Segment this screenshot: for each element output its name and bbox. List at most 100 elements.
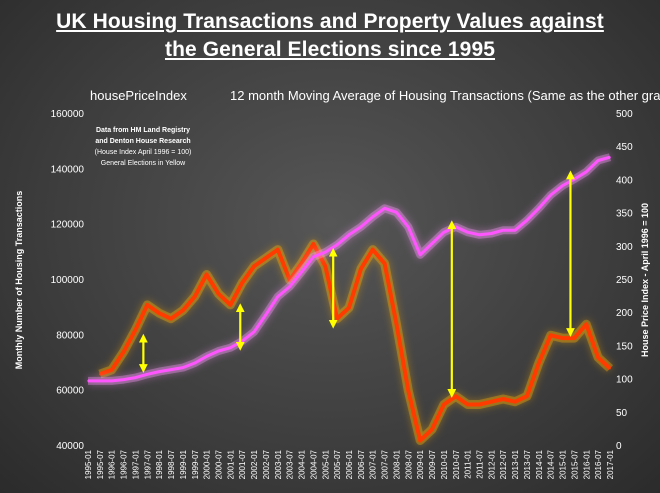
transactions-point — [348, 306, 350, 309]
y-right-tick-label: 400 — [616, 175, 633, 186]
transactions-point — [407, 389, 410, 392]
plot-area: Data from HM Land Registry and Denton Hou… — [87, 127, 614, 445]
price-index-point — [158, 370, 160, 373]
transactions-point — [265, 257, 267, 259]
transactions-point — [193, 295, 196, 298]
price-index-point — [490, 232, 493, 235]
price-index-point — [443, 231, 445, 233]
transactions-point — [597, 356, 599, 359]
y-right-tick-label: 200 — [616, 308, 633, 319]
source-note-line-1: Data from HM Land Registry — [96, 127, 190, 134]
transactions-point — [99, 373, 101, 375]
x-tick-label: 1996-07 — [120, 449, 129, 479]
price-index-point — [360, 226, 362, 228]
chart-title-line-2: the General Elections since 1995 — [164, 38, 496, 61]
x-tick-label: 2015-07 — [570, 449, 579, 479]
price-index-point — [526, 219, 528, 222]
x-tick-label: 2010-01 — [440, 449, 449, 479]
x-tick-label: 2008-07 — [404, 449, 413, 479]
transactions-point — [443, 403, 445, 406]
transactions-point — [478, 403, 481, 406]
y-right-tick-label: 0 — [616, 441, 622, 452]
x-tick-label: 2003-07 — [286, 449, 295, 479]
y-right-tick-label: 500 — [616, 109, 633, 120]
price-index-point — [312, 255, 315, 258]
y-right-tick-label: 300 — [616, 242, 633, 253]
x-tick-label: 2011-01 — [464, 449, 473, 478]
transactions-point — [205, 273, 208, 276]
price-index-point — [395, 211, 398, 214]
transactions-point — [371, 248, 374, 251]
axes: 40000 60000 80000 100000 120000 140000 160000 0… — [14, 109, 650, 479]
price-index-point — [134, 376, 137, 379]
transactions-point — [431, 428, 433, 431]
y-right-axis-label: House Price Index - April 1996 = 100 — [640, 203, 650, 357]
x-tick-label: 2004-07 — [309, 449, 318, 479]
price-index-point — [122, 378, 125, 381]
x-tick-label: 2013-01 — [511, 449, 520, 479]
price-index-point — [383, 207, 386, 210]
transactions-point — [502, 398, 505, 400]
series-transactions-line — [99, 242, 612, 443]
x-tick-label: 2006-01 — [345, 449, 354, 479]
chart-title-line-1: UK Housing Transactions and Property Val… — [56, 10, 604, 33]
price-index-point — [87, 380, 89, 382]
price-index-point — [324, 251, 327, 253]
transactions-point — [383, 262, 386, 265]
x-tick-label: 1996-01 — [108, 449, 117, 479]
price-index-point — [182, 366, 184, 369]
transactions-point — [146, 304, 149, 306]
price-index-point — [205, 355, 208, 358]
transactions-point — [336, 317, 338, 320]
x-tick-label: 2009-01 — [416, 449, 425, 479]
transactions-point — [253, 265, 255, 267]
price-index-point — [288, 285, 291, 288]
x-tick-label: 2010-07 — [452, 449, 461, 479]
price-index-point — [217, 350, 220, 352]
price-index-point — [170, 368, 172, 371]
transactions-point — [419, 439, 421, 442]
x-tick-label: 2007-07 — [381, 449, 390, 479]
price-index-point — [146, 373, 149, 376]
price-index-point — [348, 234, 350, 236]
x-tick-label: 2009-07 — [428, 449, 437, 479]
y-right-tick-label: 350 — [616, 209, 633, 220]
y-left-axis-label: Monthly Number of Housing Transactions — [14, 191, 24, 370]
series-price-index-glow — [88, 153, 612, 385]
x-tick-label: 2000-07 — [215, 449, 224, 479]
transactions-point — [312, 243, 315, 245]
x-tick-label: 2000-01 — [203, 449, 212, 479]
x-tick-label: 1995-07 — [96, 449, 105, 479]
transactions-point — [300, 262, 303, 265]
transactions-point — [609, 367, 611, 370]
price-index-point — [502, 229, 505, 231]
x-tick-label: 1999-07 — [191, 449, 200, 479]
transactions-point — [454, 395, 457, 398]
y-right-tick-label: 250 — [616, 275, 633, 286]
transactions-point — [324, 265, 327, 267]
x-tick-label: 1997-01 — [131, 449, 140, 479]
transactions-point — [229, 304, 232, 306]
price-index-point — [419, 253, 421, 256]
price-index-point — [407, 226, 410, 228]
transactions-point — [241, 281, 244, 284]
price-index-point — [585, 170, 588, 173]
price-index-point — [431, 242, 433, 245]
y-left-tick-label: 60000 — [56, 386, 84, 397]
y-left-tick-label: 40000 — [56, 441, 84, 452]
price-index-point — [277, 295, 279, 298]
x-tick-label: 2003-01 — [274, 449, 283, 479]
transactions-point — [395, 323, 398, 326]
price-index-point — [573, 178, 576, 180]
y-right-tick-label: 450 — [616, 142, 633, 153]
legend-label-2: 12 month Moving Average of Housing Trans… — [230, 88, 660, 103]
price-index-point — [193, 362, 196, 364]
transactions-point — [514, 400, 516, 403]
x-tick-label: 1995-01 — [84, 449, 93, 479]
series-transactions-glow — [98, 239, 614, 445]
x-tick-label: 1998-07 — [167, 449, 176, 479]
transactions-point — [182, 309, 184, 312]
transactions-point — [110, 369, 113, 371]
transactions-point — [526, 395, 528, 398]
